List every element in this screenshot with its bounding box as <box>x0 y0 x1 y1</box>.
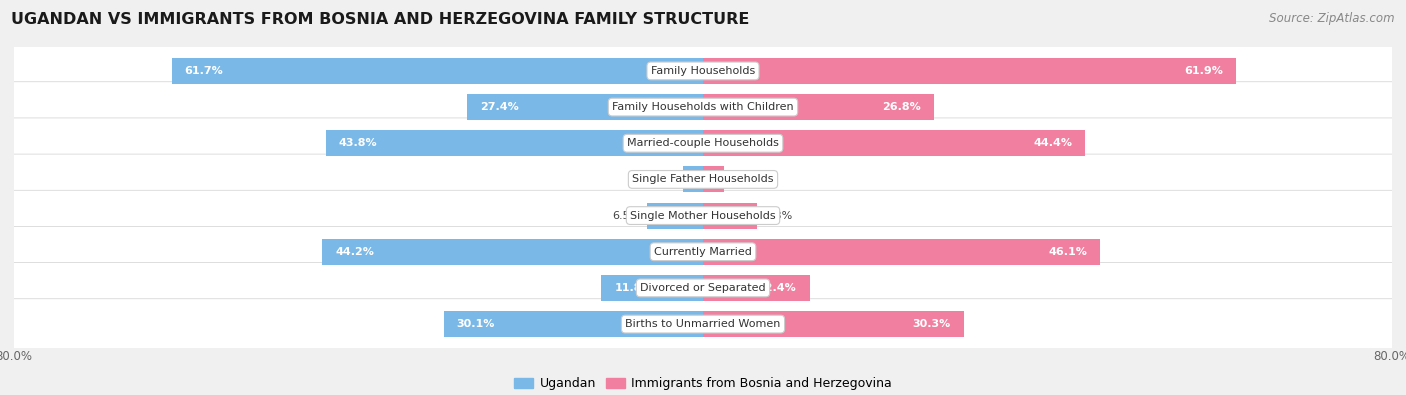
Text: 44.2%: 44.2% <box>335 247 374 257</box>
Bar <box>703 58 1236 84</box>
Text: Currently Married: Currently Married <box>654 247 752 257</box>
Text: Married-couple Households: Married-couple Households <box>627 138 779 148</box>
Bar <box>647 203 703 229</box>
Text: Family Households with Children: Family Households with Children <box>612 102 794 112</box>
Text: 6.3%: 6.3% <box>763 211 793 220</box>
Legend: Ugandan, Immigrants from Bosnia and Herzegovina: Ugandan, Immigrants from Bosnia and Herz… <box>509 372 897 395</box>
Text: 27.4%: 27.4% <box>479 102 519 112</box>
Text: 61.7%: 61.7% <box>184 66 224 76</box>
Bar <box>703 166 724 192</box>
FancyBboxPatch shape <box>7 190 1399 241</box>
Text: UGANDAN VS IMMIGRANTS FROM BOSNIA AND HERZEGOVINA FAMILY STRUCTURE: UGANDAN VS IMMIGRANTS FROM BOSNIA AND HE… <box>11 12 749 27</box>
Bar <box>703 203 758 229</box>
Bar <box>703 94 934 120</box>
Text: 30.1%: 30.1% <box>457 319 495 329</box>
Bar <box>703 130 1085 156</box>
Text: Family Households: Family Households <box>651 66 755 76</box>
Text: 46.1%: 46.1% <box>1049 247 1087 257</box>
Text: Single Mother Households: Single Mother Households <box>630 211 776 220</box>
Text: 30.3%: 30.3% <box>912 319 950 329</box>
Text: 26.8%: 26.8% <box>882 102 921 112</box>
Text: Single Father Households: Single Father Households <box>633 175 773 184</box>
Bar <box>703 311 965 337</box>
FancyBboxPatch shape <box>7 45 1399 96</box>
Text: Births to Unmarried Women: Births to Unmarried Women <box>626 319 780 329</box>
FancyBboxPatch shape <box>7 299 1399 350</box>
Bar <box>326 130 703 156</box>
Bar <box>322 239 703 265</box>
Bar <box>467 94 703 120</box>
Text: Divorced or Separated: Divorced or Separated <box>640 283 766 293</box>
FancyBboxPatch shape <box>7 263 1399 313</box>
Bar <box>172 58 703 84</box>
Text: 43.8%: 43.8% <box>339 138 377 148</box>
Bar <box>444 311 703 337</box>
Bar <box>703 275 810 301</box>
Text: 11.8%: 11.8% <box>614 283 652 293</box>
Text: 12.4%: 12.4% <box>758 283 797 293</box>
Text: 6.5%: 6.5% <box>612 211 640 220</box>
Bar <box>683 166 703 192</box>
Bar <box>602 275 703 301</box>
FancyBboxPatch shape <box>7 118 1399 169</box>
FancyBboxPatch shape <box>7 82 1399 132</box>
Text: Source: ZipAtlas.com: Source: ZipAtlas.com <box>1270 12 1395 25</box>
FancyBboxPatch shape <box>7 226 1399 277</box>
Text: 2.3%: 2.3% <box>648 175 676 184</box>
FancyBboxPatch shape <box>7 154 1399 205</box>
Text: 44.4%: 44.4% <box>1033 138 1073 148</box>
Bar <box>703 239 1099 265</box>
Text: 61.9%: 61.9% <box>1184 66 1223 76</box>
Text: 2.4%: 2.4% <box>731 175 759 184</box>
